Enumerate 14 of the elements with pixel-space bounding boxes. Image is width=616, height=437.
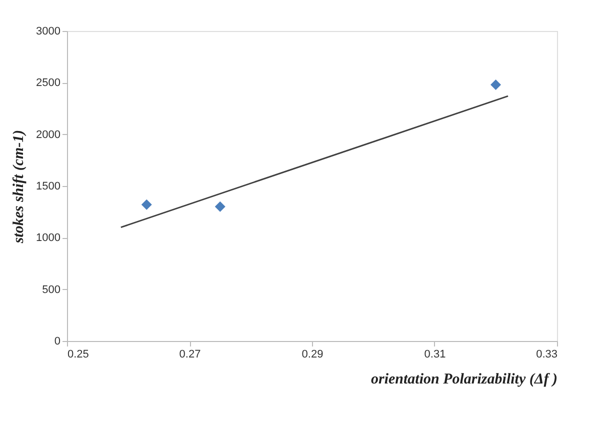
y-tick-label: 3000	[36, 26, 60, 38]
x-tick-label: 0.33	[536, 348, 558, 360]
x-tick-label: 0.29	[302, 348, 324, 360]
x-axis-title: orientation Polarizability (Δf )	[371, 372, 558, 388]
y-tick-label: 2000	[36, 128, 60, 141]
y-tick-label: 2500	[36, 77, 60, 90]
x-tick-label: 0.25	[68, 348, 89, 360]
y-tick-label: 500	[42, 284, 60, 296]
y-tick-label: 1000	[36, 232, 60, 244]
x-tick-label: 0.31	[424, 348, 446, 360]
y-tick-label: 1500	[36, 180, 60, 192]
y-tick-label: 0	[54, 336, 60, 348]
x-tick-label: 0.27	[179, 348, 201, 360]
y-axis-title: stokes shift (cm-1)	[11, 130, 28, 244]
